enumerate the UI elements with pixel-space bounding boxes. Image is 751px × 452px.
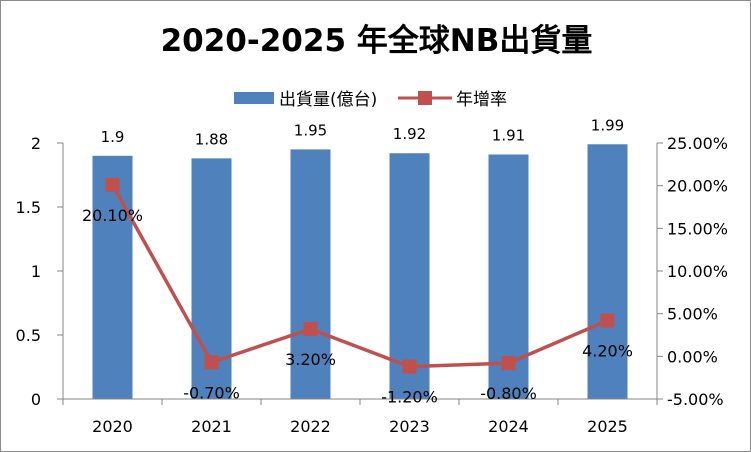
growth-marker-2020 (105, 177, 120, 192)
y-left-tick-label: 0.5 (16, 326, 41, 345)
growth-value-label: -0.70% (183, 383, 240, 402)
x-tick-label: 2023 (389, 417, 430, 436)
bar-2020 (92, 155, 133, 399)
x-tick-label: 2020 (92, 417, 133, 436)
bar-value-label: 1.92 (393, 125, 426, 143)
x-tick-label: 2021 (191, 417, 232, 436)
y-right-tick-label: 5.00% (667, 305, 718, 324)
y-right-tick-label: 0.00% (667, 347, 718, 366)
growth-value-label: -1.20% (381, 388, 438, 407)
y-right-tick-label: 25.00% (667, 134, 728, 153)
bar-value-label: 1.9 (101, 128, 125, 146)
bar-value-label: 1.91 (492, 127, 525, 145)
growth-value-label: -0.80% (480, 384, 537, 403)
growth-marker-2021 (204, 355, 219, 370)
x-tick-label: 2025 (587, 417, 628, 436)
growth-marker-2022 (303, 322, 318, 337)
chart-title: 2020-2025 年全球NB出貨量 (160, 23, 593, 59)
bar-2022 (290, 149, 331, 399)
legend-bar-label: 出貨量(億台) (279, 90, 377, 110)
bar-value-label: 1.99 (591, 116, 624, 134)
y-left-tick-label: 2 (31, 134, 41, 153)
y-left-tick-label: 1 (31, 262, 41, 281)
growth-line (110, 183, 609, 369)
y-left-tick-label: 1.5 (16, 198, 41, 217)
y-right-tick-label: -5.00% (667, 390, 724, 409)
growth-marker-2025 (600, 313, 615, 328)
y-right-tick-label: 10.00% (667, 262, 728, 281)
growth-value-label: 3.20% (285, 350, 336, 369)
growth-marker-2023 (402, 359, 417, 374)
legend-bar-swatch (234, 92, 274, 104)
bar-value-label: 1.88 (195, 130, 228, 148)
bar-2023 (389, 153, 430, 399)
bar-2025 (587, 144, 628, 399)
growth-value-label: 20.10% (82, 206, 143, 225)
y-right-tick-label: 20.00% (667, 177, 728, 196)
legend-line-marker (418, 91, 432, 105)
x-tick-label: 2024 (488, 417, 529, 436)
legend-line-label: 年增率 (456, 90, 507, 110)
y-right-tick-label: 15.00% (667, 219, 728, 238)
growth-value-label: 4.20% (582, 341, 633, 360)
bar-value-label: 1.95 (294, 121, 327, 139)
growth-marker-2024 (501, 356, 516, 371)
y-left-tick-label: 0 (31, 390, 41, 409)
x-tick-label: 2022 (290, 417, 331, 436)
